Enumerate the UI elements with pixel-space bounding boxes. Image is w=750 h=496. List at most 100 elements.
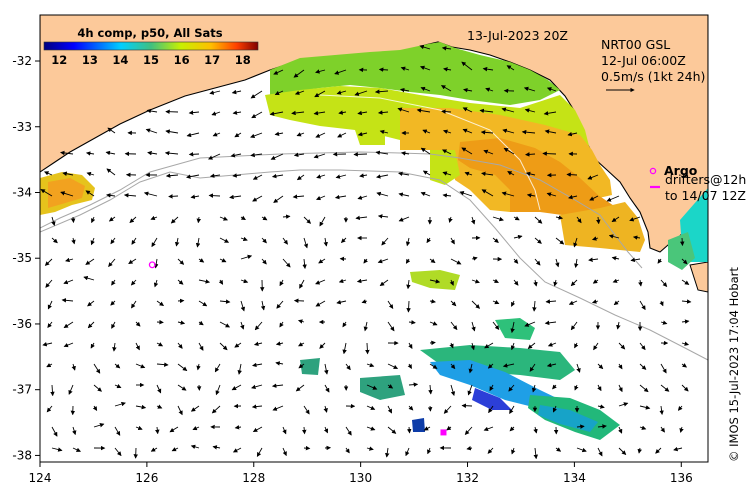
current-vector (365, 342, 370, 355)
current-vector (450, 300, 457, 307)
current-vector (92, 405, 98, 412)
current-vector (106, 193, 116, 198)
current-vector (521, 129, 536, 135)
current-vector (279, 279, 284, 287)
current-vector (324, 363, 329, 375)
current-vector (366, 446, 374, 451)
current-vector (589, 195, 599, 201)
current-vector (408, 405, 414, 411)
current-vector (529, 363, 536, 372)
current-vector (319, 216, 326, 227)
current-vector (271, 173, 284, 179)
island (689, 261, 708, 293)
current-vector (83, 275, 95, 281)
current-vector (428, 384, 433, 395)
current-vector (531, 384, 537, 393)
current-vector (449, 279, 454, 286)
current-vector (135, 342, 140, 351)
current-vector (338, 110, 347, 115)
current-vector (442, 171, 452, 176)
current-vector (679, 237, 685, 247)
current-vector (377, 110, 389, 115)
current-vector (90, 237, 95, 246)
current-vector (553, 279, 558, 287)
current-vector (269, 111, 284, 116)
current-vector (468, 363, 473, 374)
current-vector (440, 85, 452, 92)
current-vector (524, 108, 536, 113)
current-vector (466, 446, 473, 451)
current-vector (566, 172, 578, 177)
current-vector (399, 87, 410, 93)
x-tick-label: 124 (29, 471, 52, 485)
current-vector (618, 342, 626, 350)
current-vector (273, 69, 284, 75)
current-vector (150, 215, 158, 221)
current-vector (363, 321, 369, 332)
current-vector (261, 237, 267, 244)
current-vector (429, 258, 436, 264)
current-vector (378, 67, 389, 72)
current-vector (568, 300, 578, 305)
current-vector (501, 107, 515, 113)
current-vector (274, 131, 284, 136)
current-vector (60, 150, 74, 156)
current-vector (441, 109, 452, 114)
x-axis: 124 126 128 130 132 134 136 (29, 462, 693, 485)
current-vector (513, 216, 520, 221)
current-vector (492, 278, 499, 283)
current-vector (464, 171, 473, 176)
current-vector (533, 447, 539, 460)
credit-text: © IMOS 15-Jul-2023 17:04 Hobart (727, 267, 741, 462)
current-vector (188, 110, 200, 115)
current-vector (165, 129, 179, 134)
current-vector (408, 320, 416, 325)
current-vector (442, 193, 452, 198)
current-vector (366, 384, 378, 390)
current-vector (398, 192, 410, 197)
current-vector (616, 321, 621, 330)
current-vector (681, 258, 688, 265)
current-vector (574, 258, 579, 269)
current-vector (215, 384, 221, 396)
current-vector (155, 426, 160, 435)
current-vector (212, 132, 221, 137)
current-vector (105, 150, 116, 156)
current-vector (72, 447, 81, 452)
current-vector (422, 129, 431, 134)
current-vector (272, 405, 284, 411)
argo-legend-icon (649, 167, 657, 175)
current-vector (618, 426, 623, 434)
current-vector (229, 194, 242, 200)
current-vector (545, 299, 557, 304)
current-vector (110, 237, 116, 245)
current-vector (336, 90, 347, 95)
current-vector (130, 279, 137, 286)
current-vector (639, 342, 646, 351)
current-vector (51, 426, 58, 437)
current-vector (232, 447, 242, 453)
current-vector (597, 404, 605, 409)
current-vector (51, 447, 63, 452)
current-vector (660, 320, 668, 325)
current-vector (483, 426, 494, 432)
y-tick-label: -37 (12, 383, 32, 397)
current-vector (471, 300, 481, 309)
current-vector (186, 132, 200, 138)
current-vector (63, 321, 74, 329)
current-vector (637, 447, 642, 454)
y-tick-label: -36 (12, 317, 32, 331)
current-vector (145, 128, 158, 134)
current-vector (335, 174, 347, 179)
current-vector (429, 279, 441, 284)
current-vector (681, 363, 688, 368)
current-vector (450, 258, 462, 265)
current-vector (297, 319, 305, 324)
current-vector (655, 447, 662, 454)
current-vector (219, 237, 230, 243)
current-vector (131, 237, 137, 245)
current-vector (276, 300, 284, 309)
current-vector (576, 447, 587, 453)
current-vector (42, 342, 53, 347)
current-vector (573, 237, 578, 248)
